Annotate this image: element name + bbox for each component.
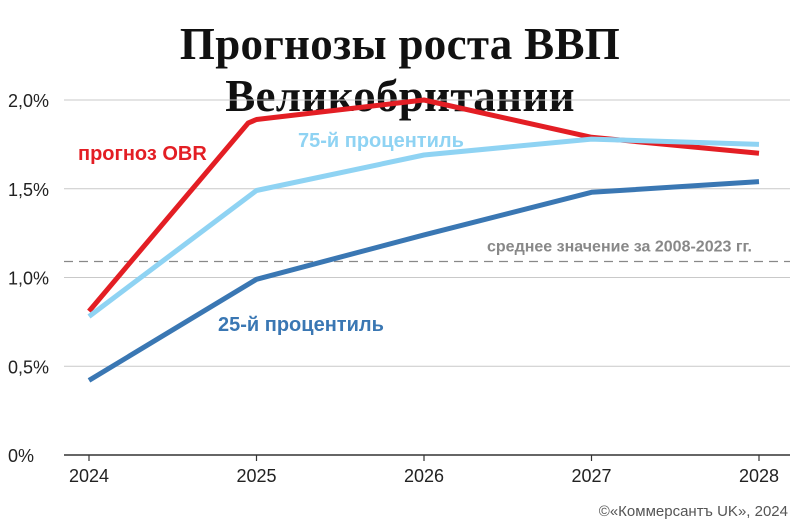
y-tick-label: 1,5% — [8, 180, 49, 200]
series-layer — [87, 97, 760, 383]
x-tick-label: 2025 — [236, 466, 276, 486]
series-label: 25-й процентиль — [218, 314, 384, 336]
series-label: 75-й процентиль — [298, 130, 464, 152]
y-tick-label: 0% — [8, 446, 34, 466]
series-line — [87, 136, 760, 319]
x-tick-label: 2024 — [69, 466, 109, 486]
series-label: прогноз OBR — [78, 143, 207, 165]
label-layer: прогноз OBR 75-й процентиль 25-й процентил… — [78, 130, 464, 336]
reference-layer: среднее значение за 2008-2023 гг. — [64, 239, 790, 263]
y-tick-label: 0,5% — [8, 357, 49, 377]
x-tick-label: 2026 — [404, 466, 444, 486]
copyright-note: ©«Коммерсантъ UK», 2024 — [598, 503, 788, 520]
chart-title: Прогнозы роста ВВП Великобритании — [179, 19, 621, 121]
series-line — [87, 179, 760, 383]
reference-line-label: среднее значение за 2008-2023 гг. — [487, 239, 752, 256]
x-tick-label: 2028 — [739, 466, 779, 486]
y-tick-label: 1,0% — [8, 269, 49, 289]
axis-layer: 0% 0,5% 1,0% 1,5% 2,0% 2024 2025 2026 2027 2028 — [8, 91, 790, 486]
x-tick-label: 2027 — [571, 466, 611, 486]
y-tick-label: 2,0% — [8, 91, 49, 111]
